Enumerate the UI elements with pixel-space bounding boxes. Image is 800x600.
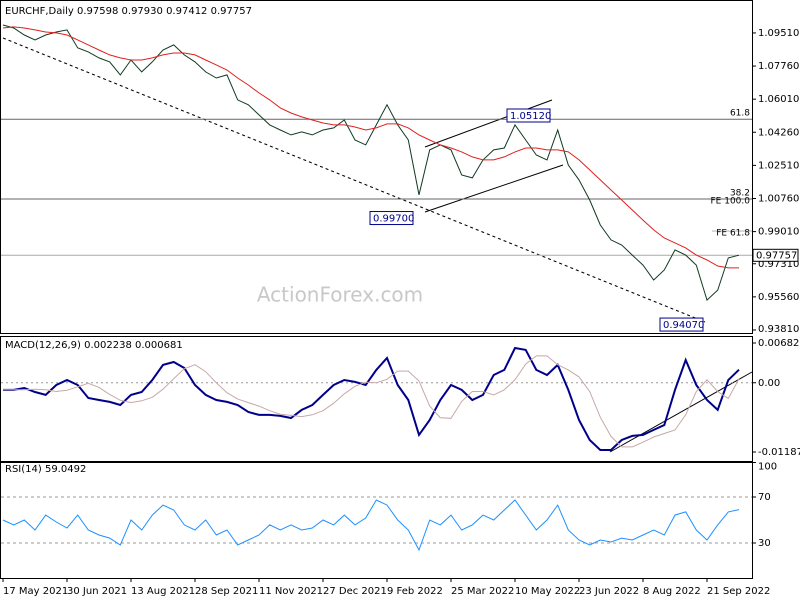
series-line [2,24,740,302]
x-tick-label: 21 Sep 2022 [707,586,770,597]
x-tick-label: 25 Mar 2022 [451,586,514,597]
chart-title: EURCHF,Daily 0.97598 0.97930 0.97412 0.9… [5,6,252,17]
x-tick-label: 17 May 2021 [3,586,68,597]
y-tick-label: 1.09510 [758,28,799,39]
price-label: 0.94070 [663,320,704,331]
y-tick-label: 70 [758,492,771,503]
series-line [2,499,740,552]
price-label-box [506,108,551,123]
fe-label: FE 100.0 [711,197,751,207]
channel-line [424,99,553,148]
y-tick-label: 30 [758,538,771,549]
trend-line [2,37,706,323]
price-label: 0.99700 [373,214,414,225]
macd-title: MACD(12,26,9) 0.002238 0.000681 [5,340,183,351]
y-tick-label: 1.06010 [758,94,799,105]
last-price-box [752,248,799,262]
price-panel [0,0,753,334]
channel-line [424,164,564,213]
price-label-box [369,211,414,226]
x-tick-label: 10 May 2022 [515,586,580,597]
rsi-panel [0,462,753,579]
price-label-box [659,317,704,332]
x-tick-label: 23 Jun 2022 [579,586,639,597]
x-tick-label: 28 Sep 2021 [195,586,258,597]
y-tick-label: 1.07760 [758,61,799,72]
x-tick-label: 27 Dec 2021 [323,586,387,597]
fib-label: 38.2 [730,189,750,199]
macd-panel [0,336,753,462]
x-tick-label: 11 Nov 2021 [259,586,323,597]
fib-label: 61.8 [730,109,750,119]
y-tick-label: 0.97310 [758,259,799,270]
y-tick-label: 0.93810 [758,324,799,335]
last-price-label: 0.97757 [756,250,797,261]
y-tick-label: 100 [758,462,777,473]
y-tick-label: 1.00760 [758,193,799,204]
y-tick-label: 0.95560 [758,292,799,303]
series-line [3,355,740,448]
y-tick-label: 0.00 [758,378,780,389]
y-tick-label: 0.99010 [758,227,799,238]
y-tick-label: -0.011874 [758,447,800,458]
series-line [2,26,739,269]
series-line [3,346,740,451]
x-tick-label: 13 Aug 2021 [131,586,195,597]
x-tick-label: 30 Jun 2021 [67,586,127,597]
watermark: ActionForex.com [257,283,423,307]
y-tick-label: 1.02510 [758,160,799,171]
x-tick-label: 8 Aug 2022 [643,586,701,597]
macd-trend-line [609,371,753,453]
rsi-title: RSI(14) 59.0492 [5,464,86,475]
fe-label: FE 61.8 [716,229,750,239]
price-label: 1.05120 [510,111,551,122]
x-tick-label: 9 Feb 2022 [387,586,443,597]
y-tick-label: 1.04260 [758,127,799,138]
y-tick-label: 0.006823 [758,338,800,349]
